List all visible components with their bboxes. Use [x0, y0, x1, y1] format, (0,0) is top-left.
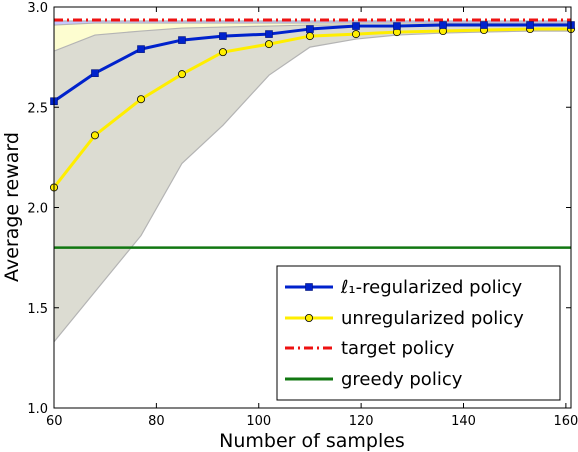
l1-policy-point [352, 22, 360, 30]
axis-ticks: 60 80 100 120 140 160 1.0 1.5 2.0 2.5 3.0 [27, 1, 578, 429]
legend-label: target policy [341, 338, 455, 359]
unregularized-policy-point [177, 70, 186, 79]
x-tick-label: 140 [451, 414, 476, 429]
legend-label: unregularized policy [341, 308, 524, 329]
legend-label: greedy policy [341, 369, 463, 390]
y-tick-label: 1.0 [27, 402, 48, 417]
unregularized-policy-point [264, 40, 273, 49]
y-axis-label: Average reward [1, 132, 23, 282]
overlap-band [54, 24, 571, 343]
legend-marker [304, 313, 313, 322]
y-tick-label: 2.0 [27, 202, 48, 217]
unregularized-policy-point [137, 95, 146, 104]
unregularized-policy-point [305, 32, 314, 41]
y-tick-label: 3.0 [27, 1, 48, 16]
l1-policy-point [526, 21, 534, 29]
l1-policy-point [439, 21, 447, 29]
legend: ℓ₁-regularized policy unregularized polic… [276, 265, 561, 401]
y-tick-label: 1.5 [27, 302, 48, 317]
series-markers [50, 21, 576, 192]
l1-policy-point [137, 45, 145, 53]
x-tick-label: 100 [246, 414, 271, 429]
unregularized-policy-point [90, 131, 99, 140]
x-tick-label: 160 [553, 414, 578, 429]
l1-policy-point [306, 25, 314, 33]
l1-policy-point [393, 22, 401, 30]
x-tick-label: 60 [46, 414, 63, 429]
unregularized-policy-point [352, 30, 361, 39]
x-tick-label: 120 [349, 414, 374, 429]
unregularized-policy-point [218, 48, 227, 57]
legend-marker [305, 283, 313, 291]
legend-label: ℓ₁-regularized policy [340, 277, 522, 298]
l1-policy-point [91, 69, 99, 77]
l1-policy-point [265, 30, 273, 38]
l1-policy-point [219, 32, 227, 40]
x-tick-label: 80 [148, 414, 165, 429]
y-tick-label: 2.5 [27, 101, 48, 116]
x-axis-label: Number of samples [219, 430, 405, 452]
l1-policy-point [178, 36, 186, 44]
l1-policy-point [480, 21, 488, 29]
